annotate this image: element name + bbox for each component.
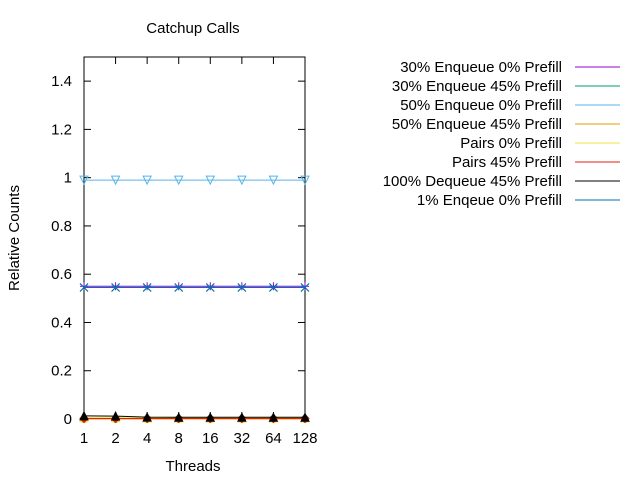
series-line (83, 415, 305, 418)
data-point (269, 283, 278, 292)
x-axis: 1 2 4 8 16 32 64 128 (80, 57, 318, 447)
data-point (300, 412, 310, 422)
x-tick-label: 4 (143, 430, 151, 447)
x-tick-label: 128 (292, 430, 317, 447)
data-point (237, 283, 247, 292)
x-tick-label: 1 (80, 430, 88, 447)
series (79, 410, 310, 422)
series (79, 283, 310, 292)
y-axis-label: Relative Counts (6, 185, 23, 291)
legend-label: 100% Dequeue 45% Prefill (383, 173, 562, 190)
data-point (173, 412, 184, 422)
x-tick-label: 32 (234, 430, 251, 447)
data-point (237, 175, 247, 186)
plot-area (83, 56, 306, 420)
data-point (79, 283, 89, 292)
data-point (111, 282, 120, 291)
data-point (174, 282, 183, 291)
y-tick-label: 1.2 (51, 121, 72, 138)
legend-label: Pairs 45% Prefill (452, 154, 562, 171)
y-tick-label: 0.8 (51, 218, 72, 235)
x-axis-label: Threads (165, 458, 220, 475)
data-point (110, 175, 121, 186)
data-point (206, 282, 215, 291)
data-point (79, 410, 89, 421)
y-axis: 0 0.2 0.4 0.6 0.8 1 1.2 1.4 (51, 73, 305, 428)
x-tick-label: 64 (265, 430, 282, 447)
legend-label: 50% Enqueue 0% Prefill (400, 97, 562, 114)
y-tick-label: 0.4 (51, 314, 72, 331)
data-point (111, 283, 120, 292)
legend-label: 30% Enqueue 45% Prefill (392, 78, 562, 95)
legend-label: 50% Enqueue 45% Prefill (392, 116, 562, 133)
data-point (143, 282, 152, 291)
data-point (174, 283, 184, 292)
legend-label: 30% Enqueue 0% Prefill (400, 59, 562, 76)
data-point (300, 175, 310, 186)
legend-entry: Pairs 0% Prefill (460, 135, 620, 152)
y-tick-label: 1.4 (51, 73, 72, 90)
series-layer (79, 175, 310, 424)
legend-entry: 30% Enqueue 45% Prefill (392, 78, 620, 95)
legend-label: 1% Enqeue 0% Prefill (417, 192, 562, 209)
data-point (142, 411, 152, 422)
legend-entry: 50% Enqueue 0% Prefill (400, 97, 620, 114)
x-tick-label: 16 (202, 430, 219, 447)
data-point (205, 175, 216, 186)
data-point (268, 175, 279, 186)
data-point (142, 175, 152, 186)
series (80, 282, 309, 291)
chart-title: Catchup Calls (146, 20, 239, 37)
series (79, 175, 310, 186)
data-point (237, 412, 247, 422)
legend: 30% Enqueue 0% Prefill 30% Enqueue 45% Pr… (383, 59, 620, 209)
data-point (80, 282, 88, 291)
legend-entry: 30% Enqueue 0% Prefill (400, 59, 620, 76)
legend-entry: 50% Enqueue 45% Prefill (392, 116, 620, 133)
data-point (268, 412, 279, 422)
data-point (79, 175, 89, 186)
data-point (301, 282, 309, 291)
data-point (110, 410, 121, 421)
legend-entry: 100% Dequeue 45% Prefill (383, 173, 620, 190)
data-point (237, 282, 246, 291)
data-point (300, 283, 310, 292)
y-tick-label: 0.6 (51, 266, 72, 283)
legend-label: Pairs 0% Prefill (460, 135, 562, 152)
x-tick-label: 2 (111, 430, 119, 447)
y-tick-label: 1 (64, 170, 72, 187)
legend-entry: 1% Enqeue 0% Prefill (417, 192, 620, 209)
y-tick-label: 0 (64, 411, 72, 428)
data-point (173, 175, 184, 186)
y-tick-label: 0.2 (51, 363, 72, 380)
data-point (205, 283, 215, 292)
x-tick-label: 8 (175, 430, 183, 447)
legend-entry: Pairs 45% Prefill (452, 154, 620, 171)
data-point (142, 283, 152, 292)
data-point (205, 412, 216, 422)
data-point (269, 282, 278, 291)
